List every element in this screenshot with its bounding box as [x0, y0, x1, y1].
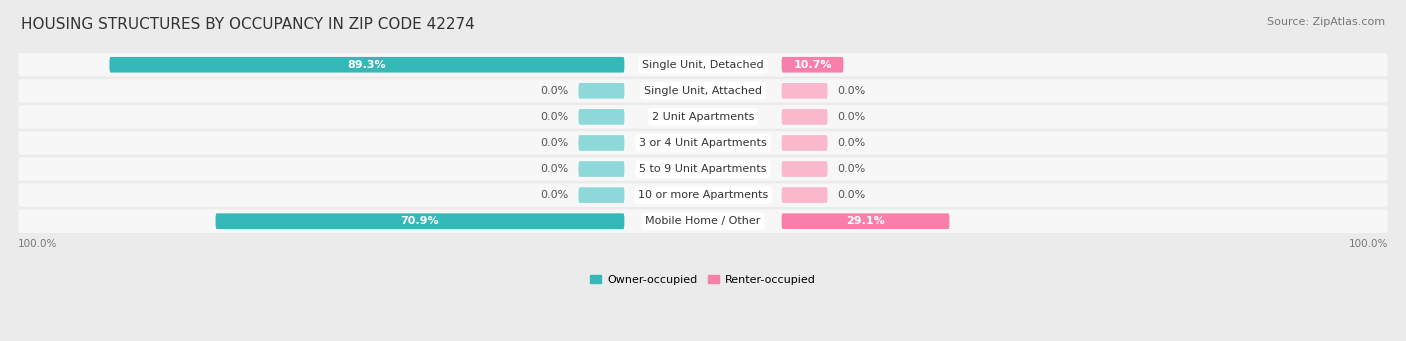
Text: 100.0%: 100.0%: [1348, 239, 1388, 249]
Text: 0.0%: 0.0%: [838, 138, 866, 148]
Text: 29.1%: 29.1%: [846, 216, 884, 226]
FancyBboxPatch shape: [18, 157, 1388, 181]
Text: 10.7%: 10.7%: [793, 60, 832, 70]
FancyBboxPatch shape: [578, 161, 624, 177]
FancyBboxPatch shape: [782, 161, 828, 177]
Text: Source: ZipAtlas.com: Source: ZipAtlas.com: [1267, 17, 1385, 27]
Text: 3 or 4 Unit Apartments: 3 or 4 Unit Apartments: [640, 138, 766, 148]
Text: 5 to 9 Unit Apartments: 5 to 9 Unit Apartments: [640, 164, 766, 174]
Text: 100.0%: 100.0%: [18, 239, 58, 249]
Text: 10 or more Apartments: 10 or more Apartments: [638, 190, 768, 200]
FancyBboxPatch shape: [18, 209, 1388, 233]
Text: 0.0%: 0.0%: [540, 138, 568, 148]
Text: 2 Unit Apartments: 2 Unit Apartments: [652, 112, 754, 122]
Text: 89.3%: 89.3%: [347, 60, 387, 70]
Text: 70.9%: 70.9%: [401, 216, 439, 226]
Text: 0.0%: 0.0%: [838, 190, 866, 200]
FancyBboxPatch shape: [578, 109, 624, 125]
Text: 0.0%: 0.0%: [838, 164, 866, 174]
FancyBboxPatch shape: [782, 83, 828, 99]
FancyBboxPatch shape: [18, 105, 1388, 129]
Text: HOUSING STRUCTURES BY OCCUPANCY IN ZIP CODE 42274: HOUSING STRUCTURES BY OCCUPANCY IN ZIP C…: [21, 17, 475, 32]
FancyBboxPatch shape: [18, 79, 1388, 103]
Text: 0.0%: 0.0%: [540, 190, 568, 200]
FancyBboxPatch shape: [782, 135, 828, 151]
Text: 0.0%: 0.0%: [540, 164, 568, 174]
FancyBboxPatch shape: [782, 109, 828, 125]
Legend: Owner-occupied, Renter-occupied: Owner-occupied, Renter-occupied: [591, 275, 815, 285]
FancyBboxPatch shape: [578, 187, 624, 203]
Text: Single Unit, Attached: Single Unit, Attached: [644, 86, 762, 96]
Text: 0.0%: 0.0%: [838, 86, 866, 96]
FancyBboxPatch shape: [782, 57, 844, 73]
Text: 0.0%: 0.0%: [540, 112, 568, 122]
FancyBboxPatch shape: [782, 187, 828, 203]
FancyBboxPatch shape: [18, 53, 1388, 76]
FancyBboxPatch shape: [110, 57, 624, 73]
Text: 0.0%: 0.0%: [540, 86, 568, 96]
Text: Single Unit, Detached: Single Unit, Detached: [643, 60, 763, 70]
Text: 0.0%: 0.0%: [838, 112, 866, 122]
FancyBboxPatch shape: [782, 213, 949, 229]
FancyBboxPatch shape: [578, 135, 624, 151]
FancyBboxPatch shape: [18, 183, 1388, 207]
FancyBboxPatch shape: [18, 131, 1388, 155]
FancyBboxPatch shape: [578, 83, 624, 99]
Text: Mobile Home / Other: Mobile Home / Other: [645, 216, 761, 226]
FancyBboxPatch shape: [215, 213, 624, 229]
